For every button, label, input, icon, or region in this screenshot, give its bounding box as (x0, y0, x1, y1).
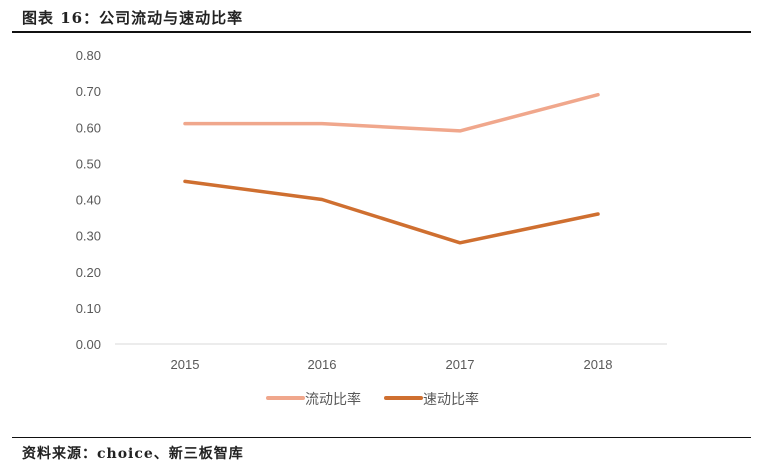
legend-label: 流动比率 (305, 391, 361, 408)
series-line-2 (183, 179, 600, 245)
y-tick-label: 0.10 (76, 301, 101, 316)
legend: 流动比率 速动比率 (266, 391, 479, 408)
source-note: 资料来源：choice、新三板智库 (22, 446, 244, 462)
chart-title: 图表 16：公司流动与速动比率 (22, 9, 244, 27)
y-tick-label: 0.50 (76, 156, 101, 171)
y-axis: 0.00 0.10 0.20 0.30 0.40 0.50 0.60 0.70 0.80 (76, 48, 101, 352)
legend-item: 速动比率 (384, 391, 479, 408)
y-tick-label: 0.30 (76, 229, 101, 244)
x-tick-label: 2017 (446, 357, 475, 372)
x-axis: 2015 2016 2017 2018 (171, 357, 613, 372)
y-tick-label: 0.00 (76, 337, 101, 352)
y-tick-label: 0.70 (76, 84, 101, 99)
y-tick-label: 0.40 (76, 193, 101, 208)
plot-area (183, 92, 600, 245)
x-tick-label: 2015 (171, 357, 200, 372)
y-tick-label: 0.60 (76, 120, 101, 135)
legend-label: 速动比率 (423, 391, 479, 408)
legend-item: 流动比率 (266, 391, 361, 408)
bottom-divider (12, 437, 751, 438)
series-line-1 (183, 92, 600, 133)
top-divider (12, 31, 751, 33)
y-tick-label: 0.20 (76, 265, 101, 280)
x-tick-label: 2018 (584, 357, 613, 372)
y-tick-label: 0.80 (76, 48, 101, 63)
x-tick-label: 2016 (308, 357, 337, 372)
